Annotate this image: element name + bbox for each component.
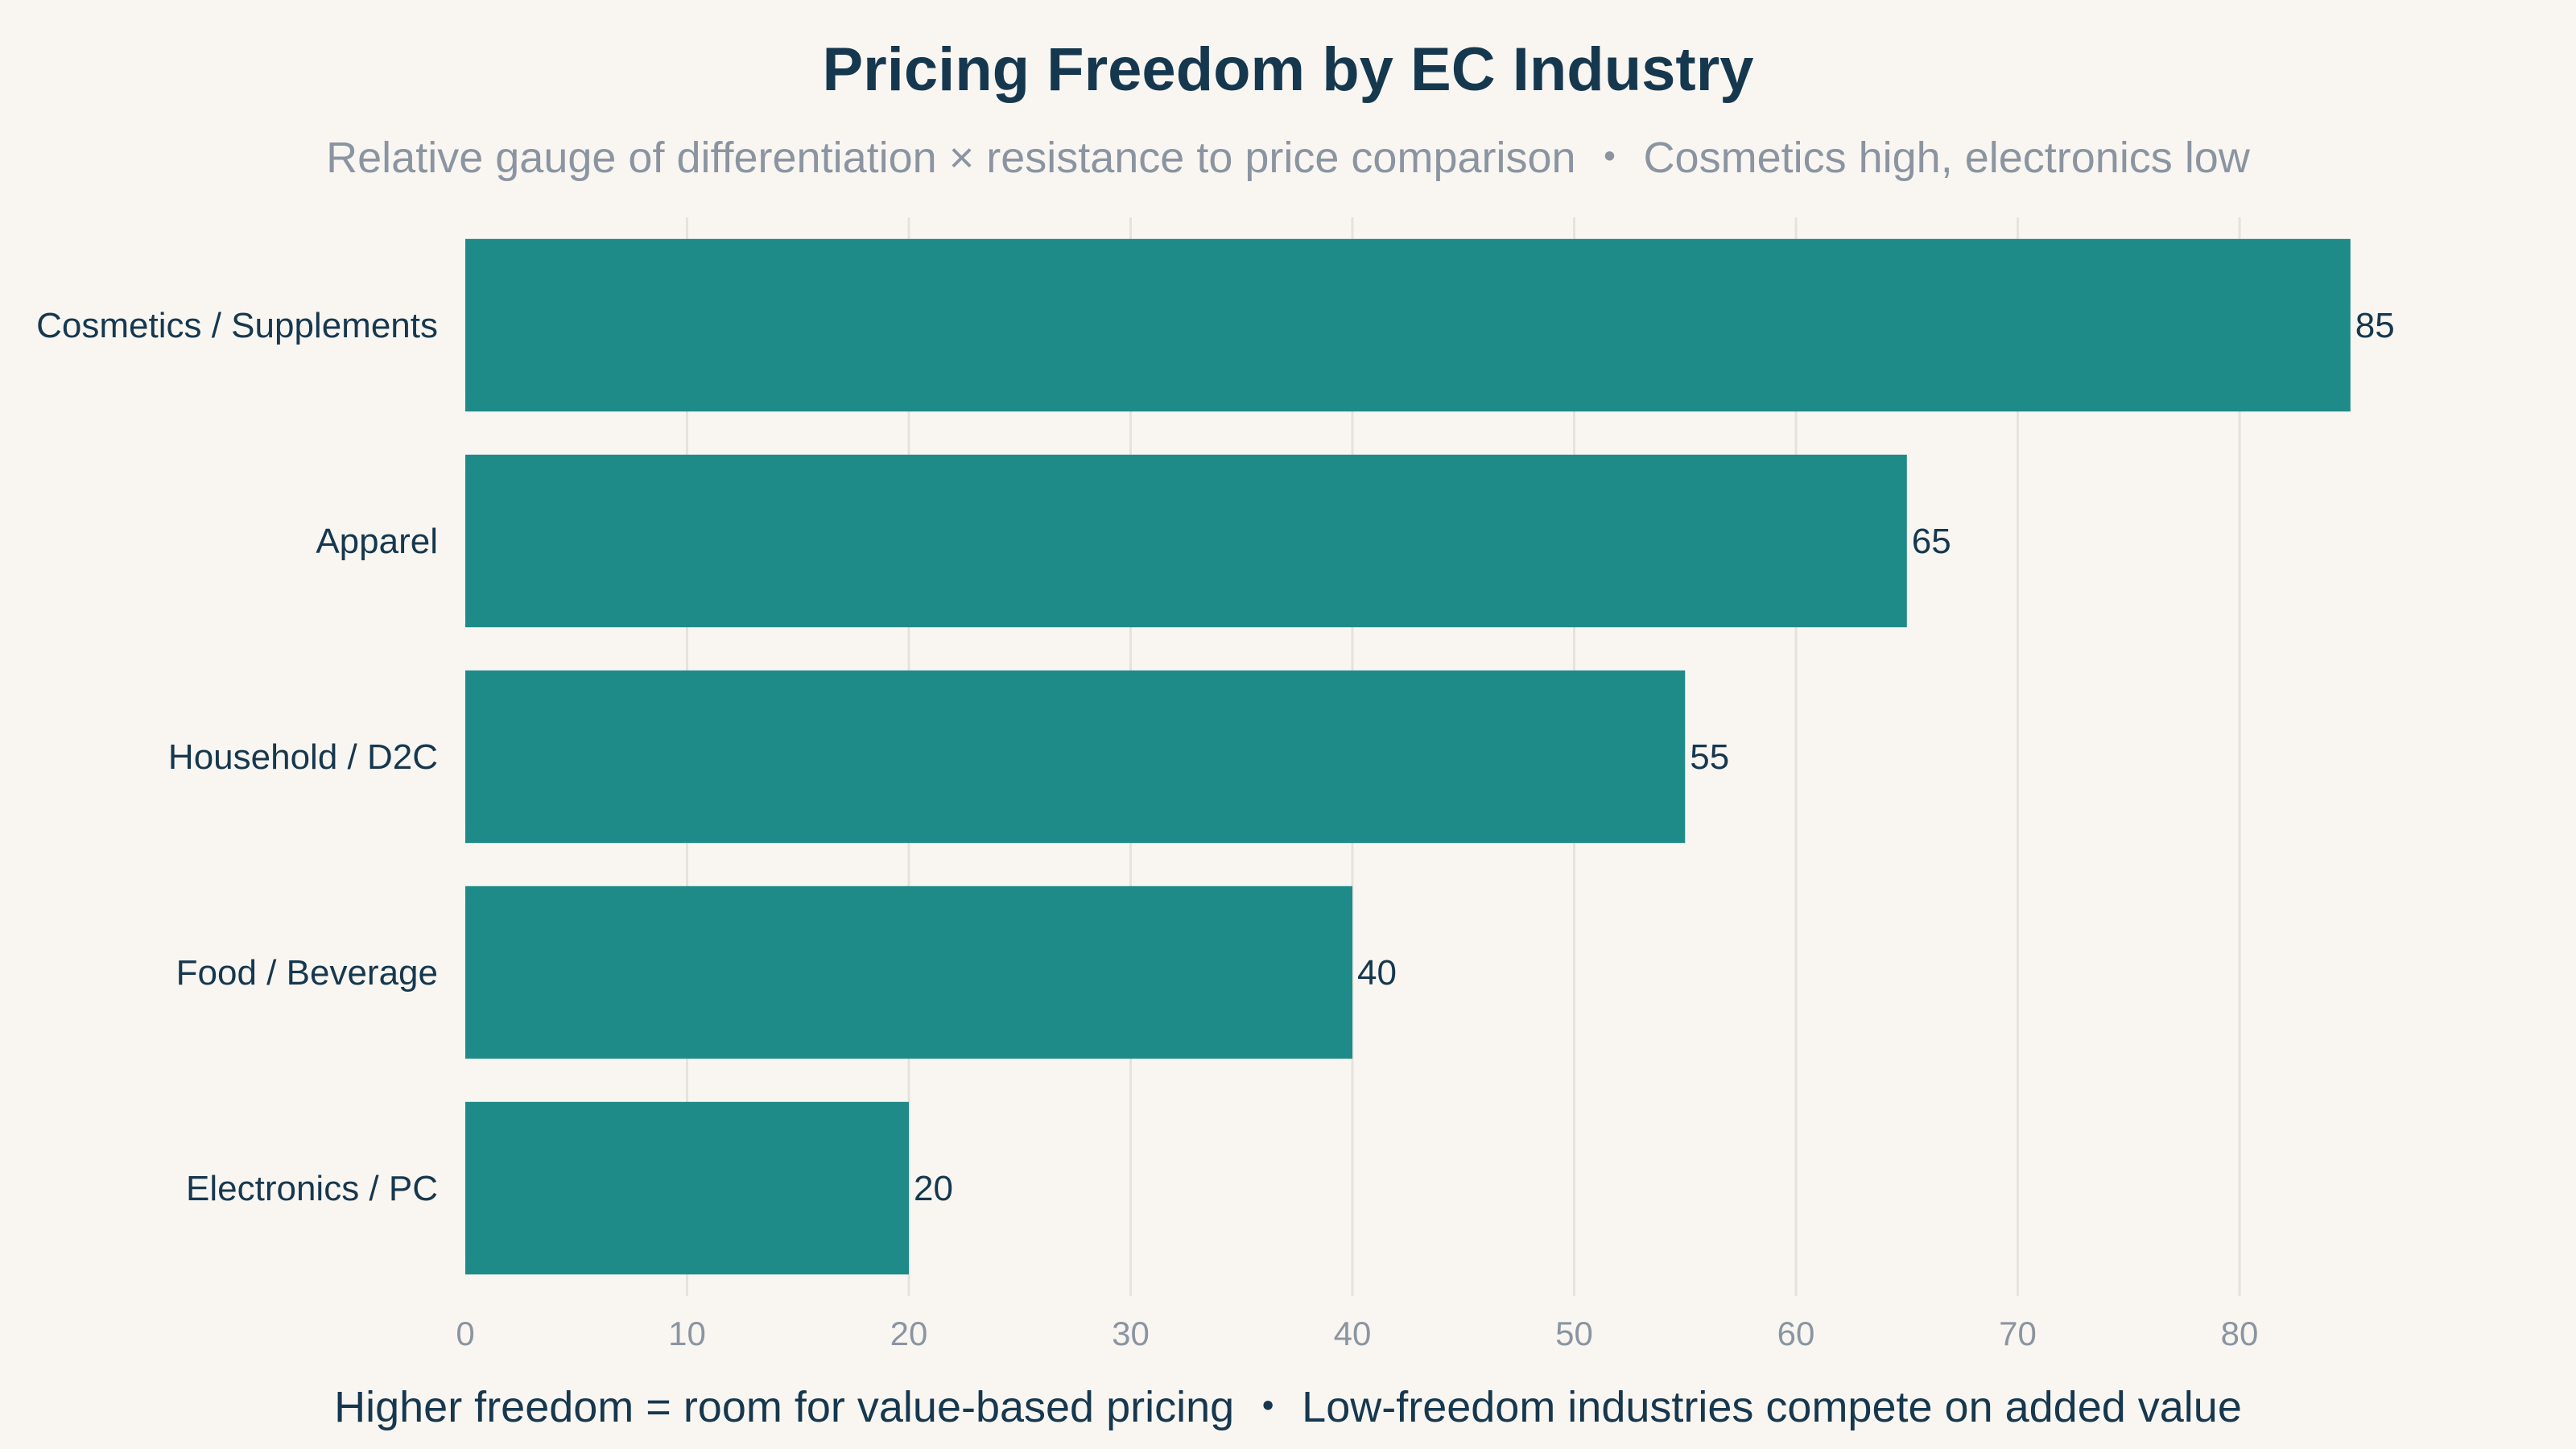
category-label: Electronics / PC bbox=[186, 1169, 438, 1208]
x-tick-label: 60 bbox=[1777, 1315, 1815, 1352]
x-tick-label: 70 bbox=[1999, 1315, 2037, 1352]
bar bbox=[465, 1101, 910, 1275]
x-tick-label: 50 bbox=[1555, 1315, 1593, 1352]
bars bbox=[465, 238, 2351, 1275]
value-label: 40 bbox=[1357, 953, 1397, 993]
x-tick-label: 20 bbox=[890, 1315, 928, 1352]
x-tick-label: 10 bbox=[668, 1315, 706, 1352]
category-labels: Cosmetics / Supplements Apparel Household … bbox=[36, 306, 438, 1208]
bar bbox=[465, 670, 1686, 844]
value-label: 65 bbox=[1912, 522, 1951, 561]
chart-subtitle: Relative gauge of differentiation × resi… bbox=[326, 134, 2251, 182]
bar bbox=[465, 886, 1353, 1059]
category-label: Apparel bbox=[316, 522, 438, 561]
category-label: Household / D2C bbox=[168, 737, 438, 777]
category-label: Cosmetics / Supplements bbox=[36, 306, 438, 345]
value-label: 20 bbox=[914, 1169, 953, 1208]
chart-title: Pricing Freedom by EC Industry bbox=[822, 35, 1753, 104]
value-label: 85 bbox=[2355, 306, 2395, 345]
chart-footnote: Higher freedom = room for value-based pr… bbox=[334, 1383, 2242, 1431]
x-tick-label: 0 bbox=[456, 1315, 474, 1352]
x-axis-ticks: 0 10 20 30 40 50 60 70 80 bbox=[456, 1315, 2258, 1352]
bar bbox=[465, 238, 2351, 412]
category-label: Food / Beverage bbox=[176, 953, 438, 993]
value-label: 55 bbox=[1690, 737, 1729, 777]
x-tick-label: 80 bbox=[2221, 1315, 2259, 1352]
x-tick-label: 30 bbox=[1112, 1315, 1150, 1352]
bar bbox=[465, 454, 1907, 628]
x-tick-label: 40 bbox=[1334, 1315, 1372, 1352]
value-labels: 85 65 55 40 20 bbox=[914, 306, 2395, 1208]
